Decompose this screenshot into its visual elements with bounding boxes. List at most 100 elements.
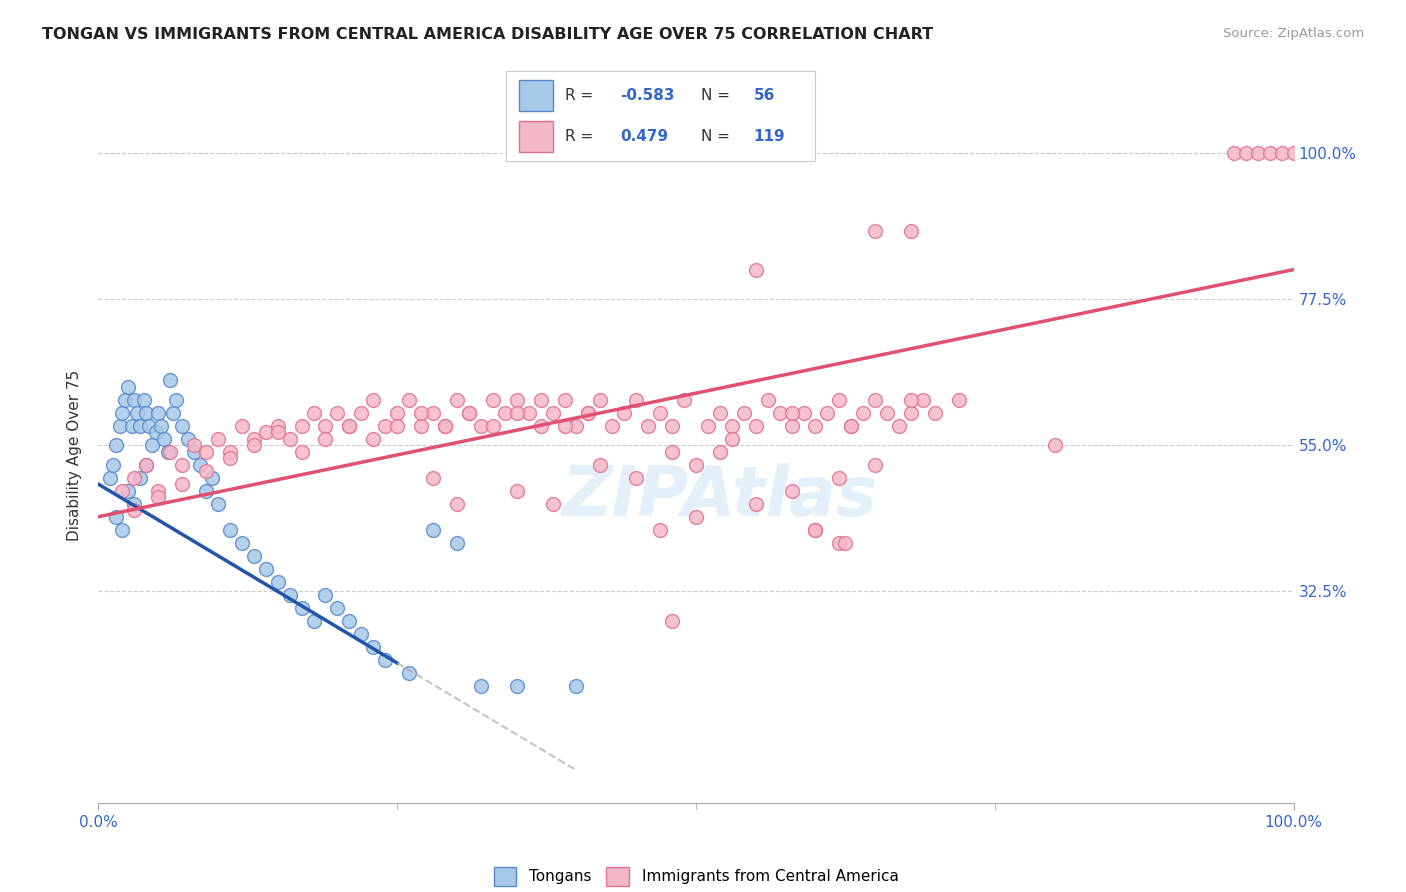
- Point: [745, 497, 768, 511]
- Point: [183, 444, 205, 458]
- Point: [165, 392, 187, 407]
- Point: [1222, 145, 1246, 160]
- Point: [374, 418, 396, 433]
- Point: [124, 497, 146, 511]
- Point: [315, 418, 337, 433]
- Point: [626, 471, 648, 485]
- Point: [374, 653, 396, 667]
- Point: [243, 549, 266, 563]
- Point: [602, 418, 624, 433]
- Point: [153, 432, 176, 446]
- Point: [302, 406, 325, 420]
- Point: [494, 406, 516, 420]
- Point: [219, 444, 242, 458]
- Point: [135, 406, 157, 420]
- Point: [219, 451, 242, 466]
- Point: [267, 425, 290, 439]
- Point: [254, 425, 277, 439]
- Point: [720, 418, 742, 433]
- Point: [529, 392, 551, 407]
- Point: [828, 392, 851, 407]
- Point: [576, 406, 599, 420]
- Text: Source: ZipAtlas.com: Source: ZipAtlas.com: [1223, 27, 1364, 40]
- Point: [129, 471, 152, 485]
- Point: [863, 224, 887, 238]
- Point: [780, 483, 803, 498]
- Point: [446, 392, 468, 407]
- Point: [194, 464, 218, 478]
- Point: [385, 418, 409, 433]
- Point: [290, 444, 312, 458]
- Point: [661, 614, 683, 628]
- Point: [804, 418, 827, 433]
- Point: [219, 523, 242, 537]
- Point: [900, 392, 922, 407]
- Point: [481, 418, 505, 433]
- Point: [267, 574, 290, 589]
- Point: [613, 406, 636, 420]
- Point: [111, 406, 134, 420]
- Point: [733, 406, 755, 420]
- Point: [231, 418, 253, 433]
- Point: [135, 458, 157, 472]
- Point: [541, 497, 564, 511]
- Point: [720, 432, 742, 446]
- Point: [172, 418, 194, 433]
- Point: [101, 458, 124, 472]
- Point: [398, 392, 420, 407]
- Point: [302, 614, 325, 628]
- Text: -0.583: -0.583: [620, 88, 675, 103]
- Point: [138, 418, 160, 433]
- Point: [876, 406, 898, 420]
- Point: [626, 392, 648, 407]
- Point: [267, 418, 290, 433]
- Point: [411, 406, 433, 420]
- Point: [948, 392, 970, 407]
- Point: [648, 523, 672, 537]
- Point: [422, 406, 444, 420]
- Point: [433, 418, 456, 433]
- Point: [117, 379, 139, 393]
- Point: [194, 483, 218, 498]
- Point: [529, 418, 551, 433]
- Point: [339, 614, 360, 628]
- Point: [768, 406, 790, 420]
- Point: [156, 444, 179, 458]
- Point: [506, 483, 529, 498]
- Point: [172, 458, 194, 472]
- Point: [745, 262, 768, 277]
- Point: [911, 392, 934, 407]
- Point: [148, 406, 170, 420]
- Point: [446, 497, 468, 511]
- Point: [339, 418, 360, 433]
- Point: [685, 509, 707, 524]
- Point: [132, 392, 155, 407]
- FancyBboxPatch shape: [519, 80, 553, 111]
- Point: [111, 483, 134, 498]
- Text: R =: R =: [565, 129, 603, 144]
- Point: [1246, 145, 1268, 160]
- Point: [290, 418, 312, 433]
- Point: [201, 471, 224, 485]
- Point: [541, 406, 564, 420]
- Point: [815, 406, 838, 420]
- Point: [589, 392, 612, 407]
- Point: [470, 418, 492, 433]
- Text: TONGAN VS IMMIGRANTS FROM CENTRAL AMERICA DISABILITY AGE OVER 75 CORRELATION CHA: TONGAN VS IMMIGRANTS FROM CENTRAL AMERIC…: [42, 27, 934, 42]
- Point: [804, 523, 827, 537]
- Point: [183, 438, 205, 452]
- Point: [780, 418, 803, 433]
- Point: [117, 483, 139, 498]
- Point: [661, 444, 683, 458]
- Point: [159, 373, 181, 387]
- Point: [828, 471, 851, 485]
- Point: [709, 444, 731, 458]
- Point: [852, 406, 875, 420]
- Point: [105, 509, 128, 524]
- Point: [565, 679, 588, 693]
- Point: [576, 406, 599, 420]
- Point: [278, 432, 301, 446]
- Point: [149, 418, 172, 433]
- Point: [124, 392, 146, 407]
- Point: [637, 418, 659, 433]
